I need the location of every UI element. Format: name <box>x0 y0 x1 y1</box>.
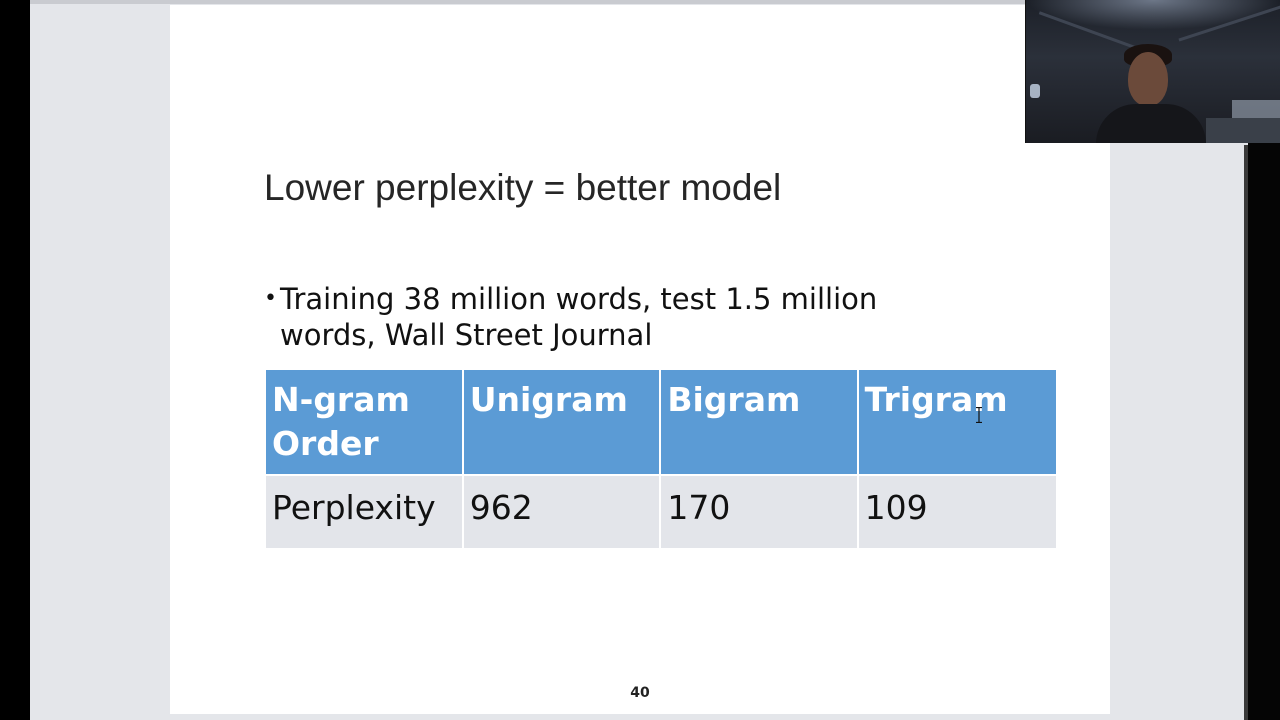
value-unigram: 962 <box>461 474 662 550</box>
bullet-item: • Training 38 million words, test 1.5 mi… <box>264 281 964 353</box>
slide-title: Lower perplexity = better model <box>264 167 782 208</box>
table-row: Perplexity 962 170 109 <box>264 474 1059 550</box>
vertical-scrollbar[interactable] <box>1244 145 1248 720</box>
webcam-ceiling-light <box>1026 0 1280 30</box>
value-trigram: 109 <box>856 474 1059 550</box>
webcam-person-head <box>1128 52 1168 106</box>
table-header-row: N-gram Order Unigram Bigram Trigram <box>264 368 1059 476</box>
text-cursor-icon <box>976 406 982 424</box>
bullet-marker: • <box>264 286 277 311</box>
page-number: 40 <box>630 685 650 701</box>
left-frame <box>0 0 30 720</box>
row-label-perplexity: Perplexity <box>264 474 464 550</box>
viewer-top-border <box>30 0 1025 4</box>
header-cell-unigram: Unigram <box>461 368 662 476</box>
slide[interactable]: Lower perplexity = better model • Traini… <box>170 5 1110 714</box>
webcam-person-body <box>1096 104 1206 143</box>
webcam-background-object <box>1206 118 1280 143</box>
bullet-text: Training 38 million words, test 1.5 mill… <box>280 282 878 352</box>
header-cell-bigram: Bigram <box>659 368 859 476</box>
perplexity-table: N-gram Order Unigram Bigram Trigram Perp… <box>264 368 1059 550</box>
webcam-lamp <box>1030 84 1040 98</box>
header-cell-order: N-gram Order <box>264 368 464 476</box>
value-bigram: 170 <box>659 474 859 550</box>
header-cell-trigram: Trigram <box>856 368 1059 476</box>
webcam-video <box>1025 0 1280 143</box>
